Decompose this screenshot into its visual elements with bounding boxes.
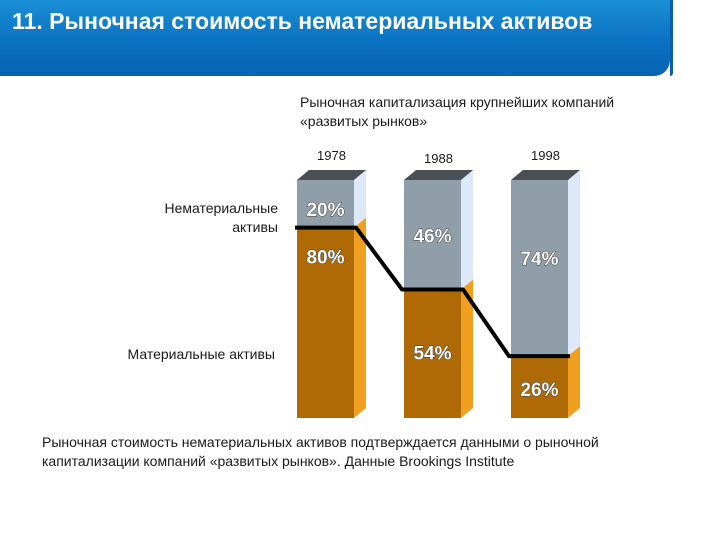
- bar-side-tangible: [568, 346, 580, 418]
- year-label: 1978: [317, 148, 346, 163]
- intangible-percent-label: 74%: [520, 249, 558, 270]
- bar-side-tangible: [461, 279, 473, 418]
- tangible-percent-label: 26%: [520, 380, 558, 401]
- year-label: 1988: [424, 151, 453, 166]
- intangible-percent-label: 20%: [306, 200, 344, 221]
- footer-text: Рыночная стоимость нематериальных активо…: [42, 434, 599, 469]
- bar-side-intangible: [354, 170, 366, 228]
- bars-layer: [297, 170, 580, 418]
- bar-side-intangible: [568, 170, 580, 357]
- bar-intangible: [404, 180, 461, 290]
- chart-caption: Рыночная капитализация крупнейших компан…: [300, 94, 615, 129]
- bar-intangible: [511, 180, 568, 357]
- connector-layer: [295, 225, 570, 359]
- split-connector-line: [295, 225, 570, 359]
- year-label: 1998: [531, 148, 560, 163]
- bar-tangible: [511, 356, 568, 418]
- bar-tangible: [297, 227, 354, 418]
- page-title: 11. Рыночная стоимость нематериальных ак…: [12, 8, 593, 34]
- bar-top-face: [297, 170, 366, 180]
- bar-intangible: [297, 180, 354, 228]
- intangible-percent-label: 46%: [413, 227, 451, 248]
- tangible-percent-label: 54%: [413, 344, 451, 365]
- bar-side-tangible: [354, 217, 366, 418]
- bar-tangible: [404, 289, 461, 418]
- header-banner: 11. Рыночная стоимость нематериальных ак…: [0, 0, 673, 76]
- bar-top-face: [511, 170, 580, 180]
- tangible-row-label: Материальные активы: [127, 346, 275, 362]
- bar-top-face: [404, 170, 473, 180]
- bar-side-intangible: [461, 170, 473, 290]
- tangible-percent-label: 80%: [306, 248, 344, 269]
- labels-layer: 1978 20% 80% 1988 46% 54% 1998 74% 26%: [306, 148, 560, 402]
- intangible-row-label: Нематериальные активы: [164, 200, 278, 235]
